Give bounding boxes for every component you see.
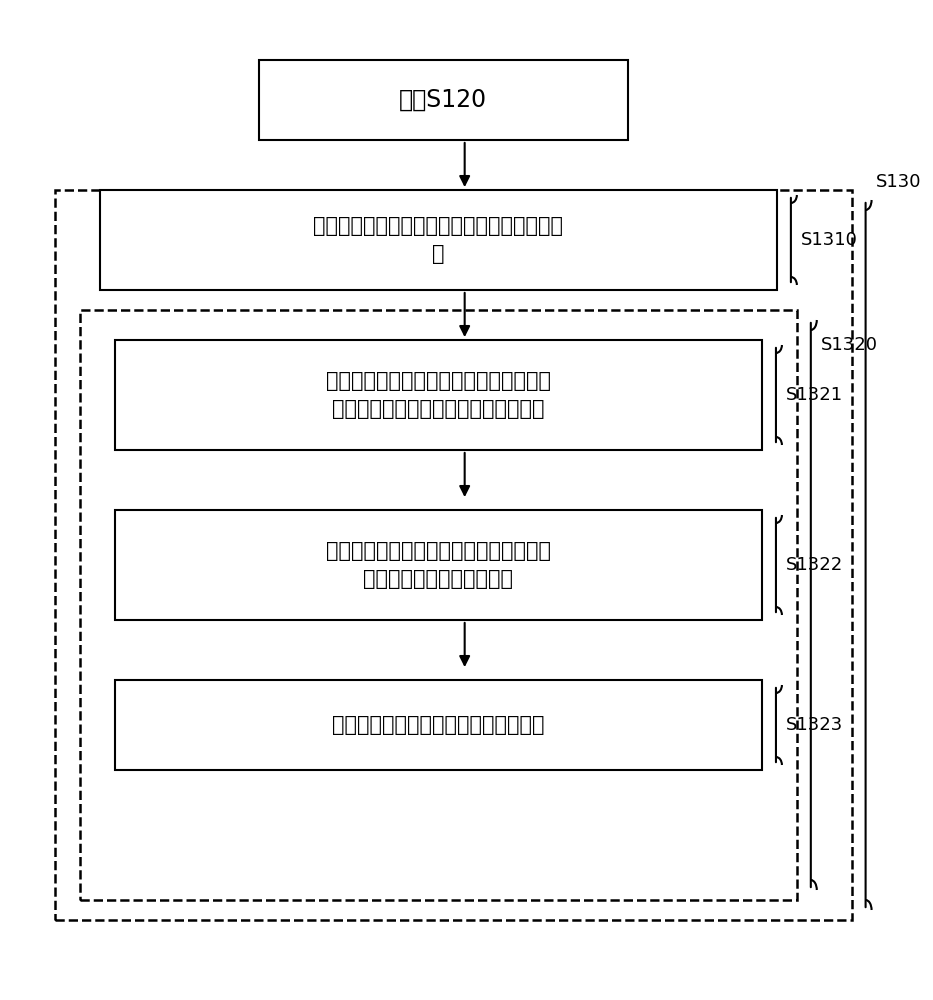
FancyBboxPatch shape xyxy=(259,60,628,140)
Text: S1321: S1321 xyxy=(786,386,843,404)
Text: S1310: S1310 xyxy=(801,231,857,249)
FancyBboxPatch shape xyxy=(115,680,762,770)
FancyBboxPatch shape xyxy=(115,510,762,620)
Text: S1322: S1322 xyxy=(786,556,843,574)
FancyBboxPatch shape xyxy=(115,340,762,450)
Text: 通过计算总时长与每个词对应权重的乘积
值确定嘴部每次张合的时长: 通过计算总时长与每个词对应权重的乘积 值确定嘴部每次张合的时长 xyxy=(326,541,550,589)
FancyBboxPatch shape xyxy=(100,190,777,290)
Text: S1320: S1320 xyxy=(821,336,878,354)
Text: 根据分词结果中不同词在文本信息中所代
表的成分结构，赋予各个词对应的权重: 根据分词结果中不同词在文本信息中所代 表的成分结构，赋予各个词对应的权重 xyxy=(326,371,550,419)
Text: S130: S130 xyxy=(875,173,921,191)
Text: 结合张合次数和时长控制执行语音输出: 结合张合次数和时长控制执行语音输出 xyxy=(332,715,545,735)
Text: S1323: S1323 xyxy=(786,716,843,734)
Text: 步骤S120: 步骤S120 xyxy=(399,88,487,112)
Text: 根据分词结果中的词的数量确定嘴部的张合次
数: 根据分词结果中的词的数量确定嘴部的张合次 数 xyxy=(313,216,564,264)
